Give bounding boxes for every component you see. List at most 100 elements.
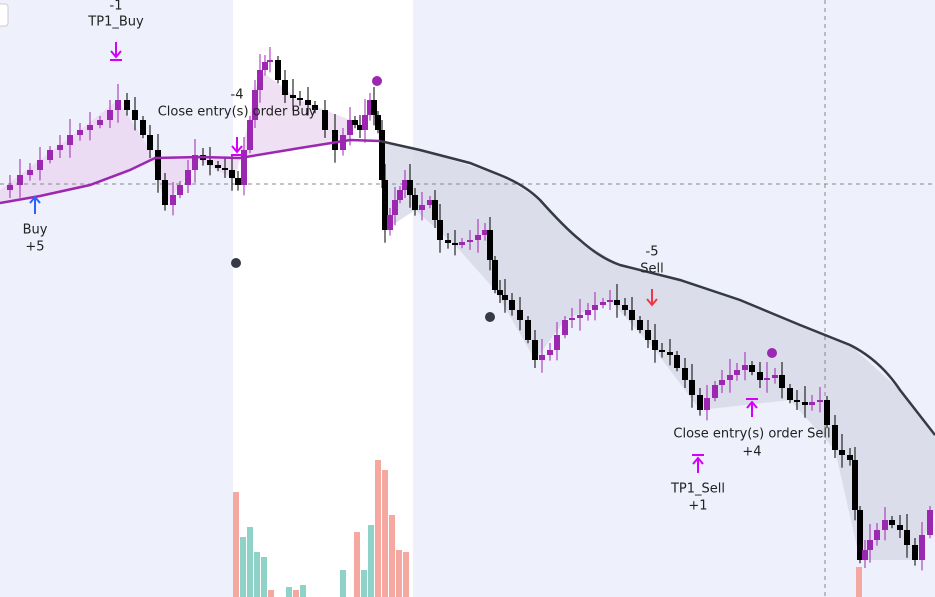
candle: [897, 525, 903, 530]
candle: [637, 320, 643, 330]
candle: [509, 300, 515, 310]
candle: [382, 180, 388, 230]
candle: [312, 105, 318, 110]
average-short: [379, 139, 935, 436]
candle: [904, 530, 910, 545]
candle: [247, 120, 253, 150]
candle: [275, 60, 281, 80]
candle: [889, 520, 895, 525]
candle: [817, 400, 823, 402]
signal-qty: +5: [25, 240, 44, 255]
toolbar-button[interactable]: [0, 3, 9, 27]
candle: [712, 385, 718, 398]
candle: [407, 180, 413, 195]
dot: [231, 258, 241, 268]
candle: [592, 305, 598, 310]
candle: [215, 165, 221, 168]
candle: [622, 305, 628, 310]
candle: [585, 310, 591, 315]
candle: [847, 455, 853, 460]
candle: [652, 340, 658, 350]
candle: [852, 460, 858, 510]
candle: [772, 375, 778, 378]
candle: [667, 352, 673, 355]
signal-name: Close entry(s) order Sell: [673, 427, 830, 442]
candle: [419, 205, 425, 210]
candle: [402, 180, 408, 190]
arrow-buy: [29, 195, 41, 214]
candle: [397, 190, 403, 200]
candle: [367, 100, 373, 115]
candle: [607, 300, 613, 302]
candle: [467, 240, 473, 242]
candle: [867, 540, 873, 550]
candle: [124, 100, 130, 110]
candle: [659, 350, 665, 352]
candle: [547, 350, 553, 355]
candle: [787, 388, 793, 400]
signal-qty: +1: [688, 499, 707, 514]
candle: [517, 310, 523, 320]
signal-qty: -1: [110, 0, 123, 14]
long-fill: [0, 70, 350, 205]
candle: [577, 315, 583, 318]
arrow-exit: [746, 398, 758, 417]
candle: [387, 215, 393, 230]
candle: [492, 260, 498, 290]
candle: [97, 120, 103, 125]
candle: [764, 378, 770, 380]
candle: [257, 70, 263, 90]
candle: [290, 95, 296, 98]
candle: [862, 550, 868, 560]
candles: [7, 47, 933, 571]
candle: [832, 425, 838, 450]
candle: [487, 230, 493, 260]
candle: [927, 510, 933, 535]
candle: [252, 90, 258, 120]
candle: [57, 145, 63, 150]
candle: [162, 180, 168, 205]
candle: [742, 365, 748, 370]
candle: [645, 330, 651, 340]
candle: [727, 375, 733, 380]
dot: [485, 312, 495, 322]
arrow-exit: [231, 137, 243, 156]
candle: [719, 380, 725, 385]
volume: [233, 460, 862, 597]
candle: [802, 402, 808, 405]
candle: [235, 178, 241, 185]
candle: [282, 80, 288, 95]
signal-qty: -5: [646, 245, 659, 260]
candle: [704, 398, 710, 410]
candle: [779, 375, 785, 388]
candle: [77, 130, 83, 135]
arrow-exit: [110, 42, 122, 61]
candle: [170, 195, 176, 205]
candle: [7, 185, 13, 190]
candle: [357, 125, 363, 130]
candle: [674, 355, 680, 368]
candle: [839, 450, 845, 455]
signal-name: TP1_Buy: [87, 15, 144, 30]
candle: [207, 160, 213, 165]
candle: [305, 100, 311, 105]
candle: [241, 150, 247, 185]
candle: [824, 400, 830, 425]
candle: [794, 400, 800, 402]
candle: [379, 130, 385, 180]
candle: [147, 135, 153, 150]
candle: [177, 185, 183, 195]
candle: [107, 110, 113, 120]
candle: [340, 135, 346, 150]
signal-qty: +4: [742, 445, 761, 460]
candle: [371, 100, 377, 115]
arrow-exit: [692, 454, 704, 473]
candle: [185, 170, 191, 185]
candle: [297, 98, 303, 100]
candle: [569, 318, 575, 320]
candle: [497, 290, 503, 295]
dot: [767, 348, 777, 358]
candle: [525, 320, 531, 340]
candle: [140, 120, 146, 135]
candle: [192, 155, 198, 170]
